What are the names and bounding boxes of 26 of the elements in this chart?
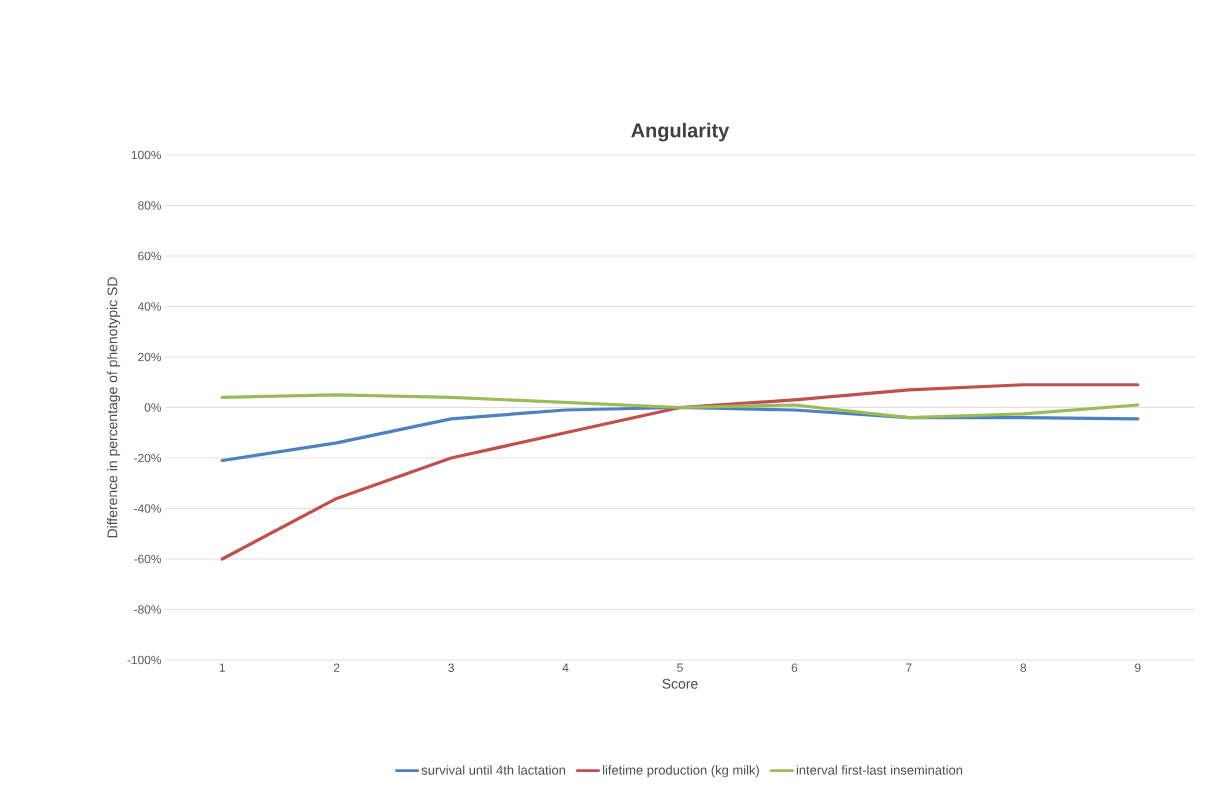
y-axis-title: Difference in percentage of phenotypic SD [107,277,121,538]
y-tick-label: 40% [137,302,162,311]
y-tick-label: -80% [134,605,162,614]
y-tick-label: 20% [138,352,162,362]
legend-label: lifetime production (kg milk) [603,765,759,778]
y-tick-label: 60% [138,251,162,261]
x-tick-label: 9 [1134,663,1141,672]
x-tick-label: 6 [791,663,798,672]
legend-label: interval first-last insemination [796,765,963,775]
y-tick-label: -40% [134,504,162,513]
x-tick-label: 5 [677,663,683,672]
x-tick-label: 8 [1020,663,1027,672]
x-tick-label: 2 [333,663,340,672]
x-tick-label: 4 [562,663,569,672]
y-tick-label: -100% [127,655,162,665]
y-tick-label: -60% [134,554,162,564]
y-tick-label: -20% [134,453,162,463]
x-axis-title: Score [662,678,698,689]
y-tick-label: 0% [144,403,162,412]
legend-label: survival until 4th lactation [421,765,566,775]
x-tick-label: 3 [448,663,454,672]
y-tick-label: 80% [138,201,162,210]
y-tick-label: 100% [131,150,162,160]
x-tick-label: 1 [219,663,225,672]
chart-title: Angularity [631,122,730,142]
x-tick-label: 7 [906,663,912,672]
